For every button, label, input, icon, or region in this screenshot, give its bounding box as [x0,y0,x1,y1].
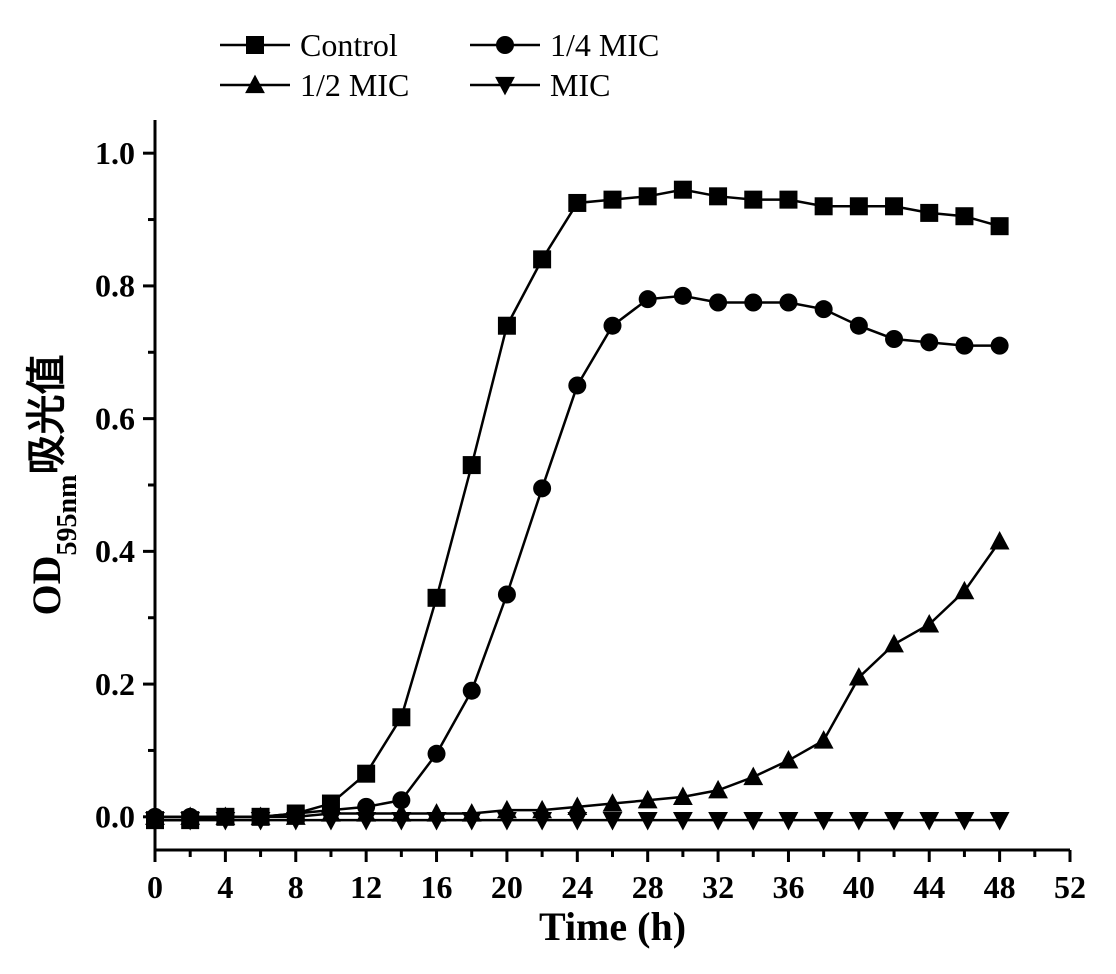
svg-text:0.0: 0.0 [95,798,135,834]
growth-curve-chart: 04812162024283236404448520.00.20.40.60.8… [20,20,1096,954]
svg-text:Control: Control [300,27,398,63]
svg-text:40: 40 [843,869,875,905]
svg-text:52: 52 [1054,869,1086,905]
svg-text:20: 20 [491,869,523,905]
chart-container: 04812162024283236404448520.00.20.40.60.8… [20,20,1096,954]
svg-text:32: 32 [702,869,734,905]
svg-text:1.0: 1.0 [95,135,135,171]
svg-text:4: 4 [217,869,233,905]
svg-text:Time (h): Time (h) [539,904,686,949]
svg-text:0.8: 0.8 [95,268,135,304]
svg-text:28: 28 [632,869,664,905]
svg-text:36: 36 [772,869,804,905]
svg-text:12: 12 [350,869,382,905]
svg-text:0.2: 0.2 [95,666,135,702]
svg-text:1/2 MIC: 1/2 MIC [300,67,409,103]
svg-text:0.6: 0.6 [95,400,135,436]
svg-text:MIC: MIC [550,67,610,103]
svg-text:16: 16 [421,869,453,905]
svg-text:8: 8 [288,869,304,905]
svg-text:0.4: 0.4 [95,533,135,569]
svg-text:0: 0 [147,869,163,905]
svg-text:1/4 MIC: 1/4 MIC [550,27,659,63]
svg-text:48: 48 [984,869,1016,905]
svg-text:24: 24 [561,869,593,905]
svg-text:44: 44 [913,869,945,905]
